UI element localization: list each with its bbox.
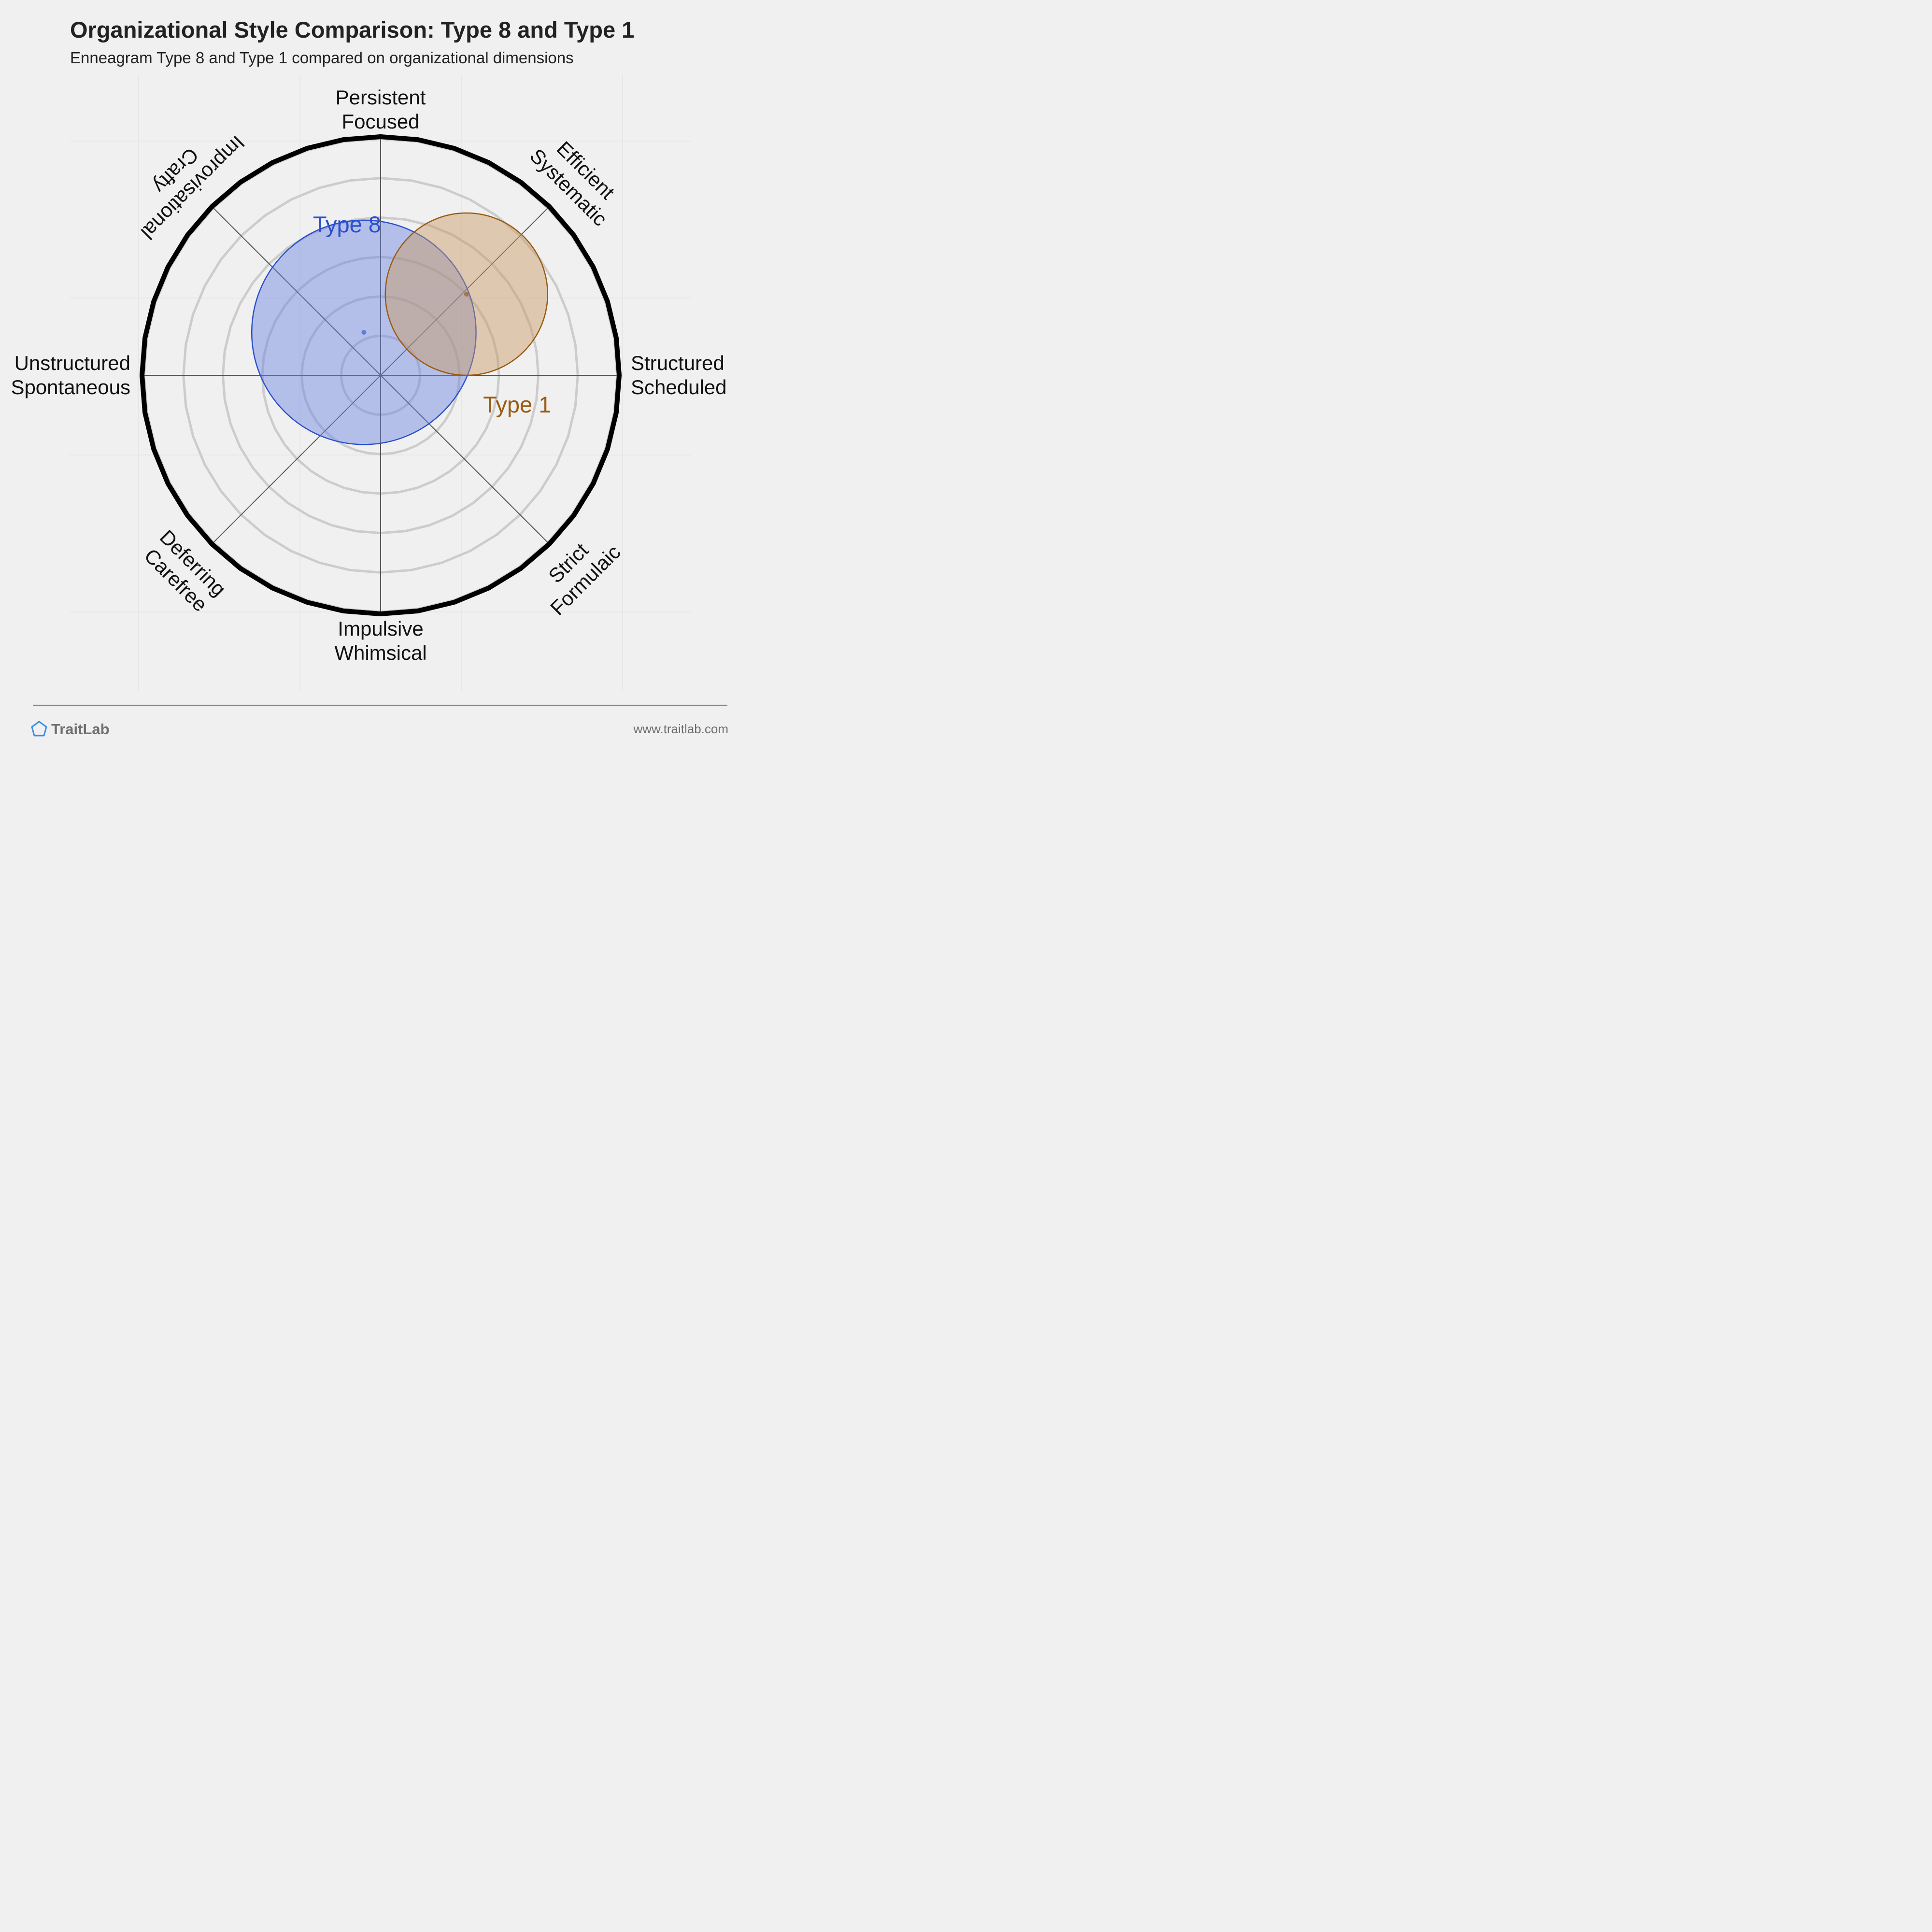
series-center-dot-1	[464, 292, 469, 297]
axis-label-0-line-1: Focused	[341, 110, 419, 133]
radar-series: Type 8 Type 1	[251, 212, 551, 445]
axis-label-4: Impulsive Whimsical	[334, 617, 426, 664]
brand-name[interactable]: TraitLab	[51, 721, 110, 738]
axis-label-4-line-1: Whimsical	[334, 641, 426, 664]
series-label-0: Type 8	[313, 212, 381, 237]
axis-label-0-line-0: Persistent	[336, 86, 426, 109]
axis-label-2-line-1: Scheduled	[631, 376, 727, 398]
chart-subtitle: Enneagram Type 8 and Type 1 compared on …	[70, 49, 574, 67]
axis-label-6-line-1: Spontaneous	[11, 376, 130, 398]
radar-spoke-5	[211, 375, 381, 545]
axis-label-4-line-0: Impulsive	[338, 617, 423, 640]
axis-label-0: Persistent Focused	[336, 86, 426, 133]
series-center-dot-0	[361, 330, 367, 335]
radar-outer-ring	[140, 134, 622, 616]
radar-spoke-7	[211, 206, 381, 376]
pentagon-icon	[31, 721, 47, 737]
chart-title: Organizational Style Comparison: Type 8 …	[70, 17, 634, 43]
series-label-1: Type 1	[483, 392, 551, 417]
axis-label-6: Unstructured Spontaneous	[11, 352, 130, 398]
axis-label-6-line-0: Unstructured	[14, 352, 130, 374]
chart: Organizational Style Comparison: Type 8 …	[11, 17, 729, 738]
radar-spokes	[142, 137, 619, 614]
axis-label-2: Structured Scheduled	[631, 352, 727, 398]
radar-spoke-3	[380, 375, 550, 545]
radar-outer-border	[140, 134, 622, 616]
axis-label-2-line-0: Structured	[631, 352, 724, 374]
brand-url[interactable]: www.traitlab.com	[633, 722, 729, 736]
